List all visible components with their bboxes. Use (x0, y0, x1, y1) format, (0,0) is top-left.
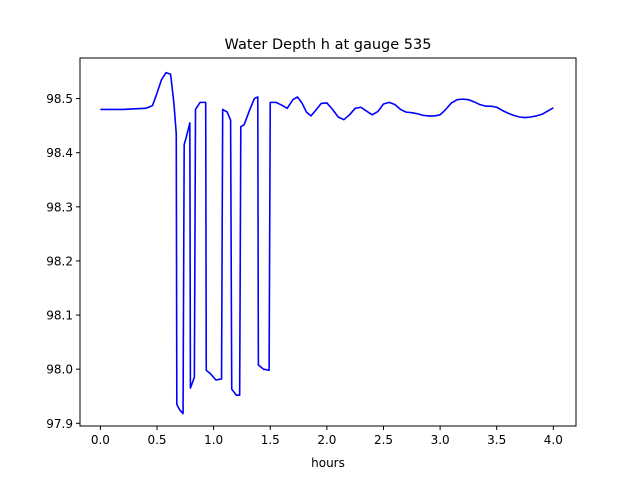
y-axis: 97.9 98.0 98.1 98.2 98.3 98.4 98.5 (46, 92, 80, 431)
y-tick-label: 97.9 (46, 417, 73, 431)
x-tick-label: 2.0 (317, 433, 336, 447)
x-axis: 0.0 0.5 1.0 1.5 2.0 2.5 3.0 3.5 4.0 (91, 426, 563, 447)
x-axis-label: hours (311, 456, 345, 470)
y-tick-label: 98.5 (46, 92, 73, 106)
chart-title: Water Depth h at gauge 535 (225, 37, 432, 53)
plot-area (79, 57, 577, 427)
x-tick-label: 3.5 (487, 433, 506, 447)
x-tick-label: 0.0 (91, 433, 110, 447)
x-tick-label: 2.5 (374, 433, 393, 447)
x-tick-label: 1.5 (261, 433, 280, 447)
y-tick-label: 98.3 (46, 200, 73, 214)
x-tick-label: 4.0 (544, 433, 563, 447)
y-tick-label: 98.2 (46, 254, 73, 268)
x-tick-label: 3.0 (431, 433, 450, 447)
x-tick-label: 1.0 (204, 433, 223, 447)
y-tick-label: 98.0 (46, 363, 73, 377)
series-line-0 (100, 71, 554, 415)
y-tick-label: 98.4 (46, 146, 73, 160)
plot-frame (79, 57, 577, 427)
x-tick-label: 0.5 (147, 433, 166, 447)
y-tick-label: 98.1 (46, 309, 73, 323)
